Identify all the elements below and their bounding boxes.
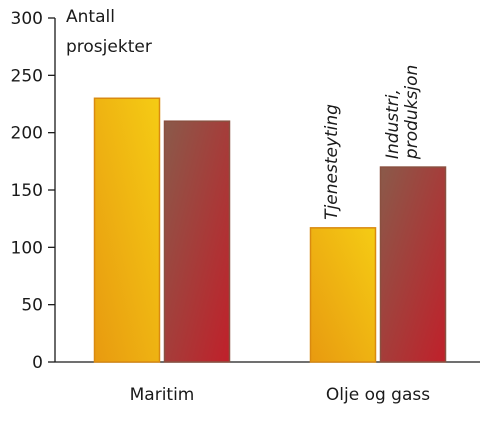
bar-0-0 [93, 97, 161, 363]
y-tick-label-250: 250 [11, 66, 43, 86]
y-tick-label-100: 100 [11, 238, 43, 258]
series-label-1-line-1: produksjon [402, 65, 422, 160]
series-label-0: Tjenesteyting [322, 104, 342, 220]
bar-1-0 [309, 227, 377, 363]
series-label-1-line-0: Industri, [383, 89, 403, 159]
series-label-1: Industri, produksjon [383, 65, 422, 160]
y-tick-label-150: 150 [11, 181, 43, 201]
category-label-1: Olje og gass [326, 385, 430, 405]
category-label-0: Maritim [130, 385, 195, 405]
y-ticks: 0 50 100 150 200 250 300 [11, 9, 55, 373]
bar-1-1 [379, 166, 447, 363]
bar-0-1 [163, 120, 231, 363]
y-axis-title-line-2: prosjekter [66, 37, 152, 57]
y-axis-title-line-1: Antall [66, 7, 115, 27]
series-label-0-line-0: Tjenesteyting [322, 104, 342, 220]
y-tick-label-300: 300 [11, 9, 43, 29]
bars [93, 97, 447, 363]
y-tick-label-0: 0 [32, 353, 43, 373]
series-labels: Tjenesteyting Industri, produksjon [322, 65, 422, 220]
y-tick-label-200: 200 [11, 124, 43, 144]
y-tick-label-50: 50 [21, 296, 43, 316]
category-labels: Maritim Olje og gass [130, 385, 431, 405]
